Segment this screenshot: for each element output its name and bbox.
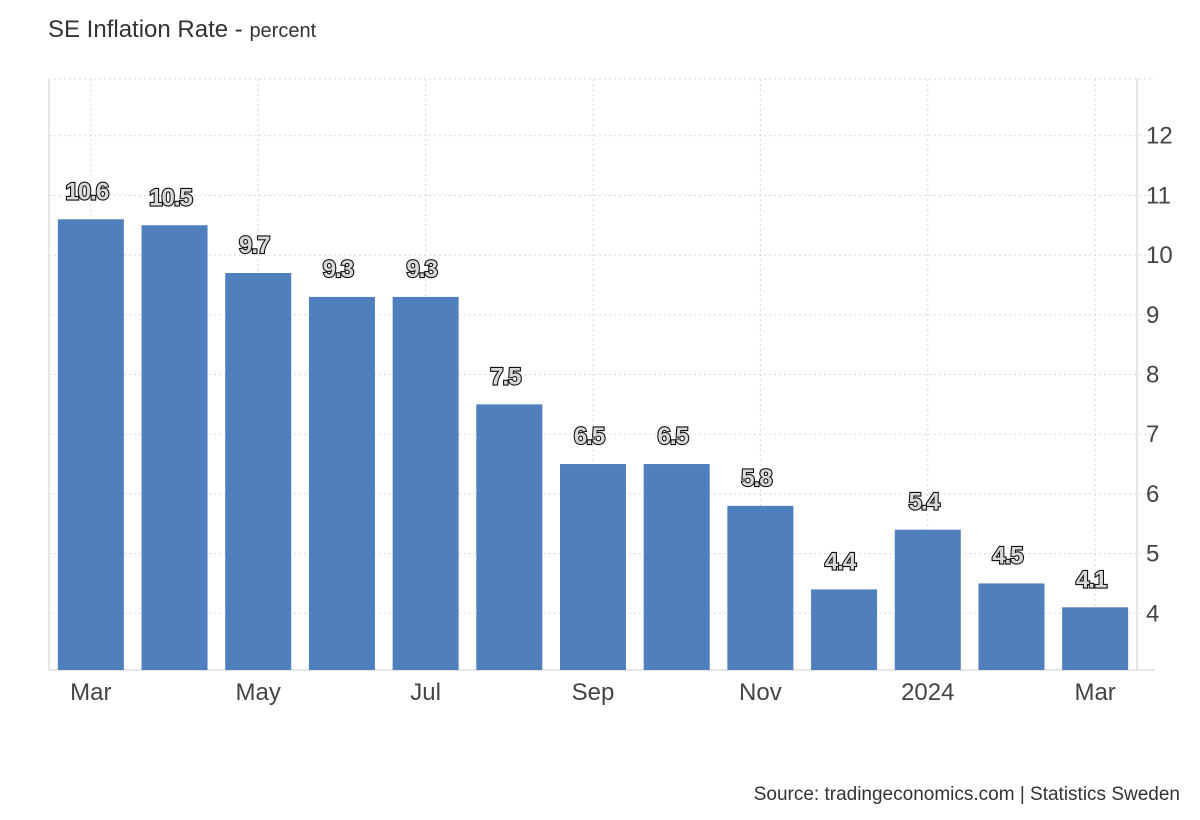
x-tick-label: 2024: [901, 679, 954, 706]
data-label: 10.5: [149, 184, 192, 211]
bar: [811, 589, 878, 670]
source-note: Source: tradingeconomics.com | Statistic…: [753, 784, 1180, 805]
bar: [643, 464, 710, 670]
y-tick-label: 11: [1146, 182, 1171, 209]
y-tick-label: 9: [1146, 302, 1159, 329]
y-tick-label: 12: [1146, 123, 1173, 150]
data-label: 7.5: [490, 363, 521, 390]
bar: [894, 529, 961, 670]
chart-title-text: SE Inflation Rate: [48, 16, 229, 43]
data-label: 10.6: [65, 178, 108, 205]
data-label: 9.3: [406, 256, 437, 283]
bar: [476, 404, 543, 670]
data-label: 4.4: [825, 548, 857, 575]
bar: [141, 225, 208, 670]
bar: [727, 505, 794, 670]
x-tick-label: Nov: [739, 679, 782, 706]
data-label: 9.7: [239, 232, 270, 259]
bar: [308, 296, 375, 670]
data-label: 6.5: [574, 423, 605, 450]
y-axis: 4 5 6 7 8 9 10 11 12: [1146, 123, 1173, 628]
x-tick-label: Mar: [70, 679, 111, 706]
x-axis: Mar May Jul Sep Nov 2024 Mar: [70, 679, 1116, 706]
data-label: 4.5: [992, 542, 1023, 569]
data-labels: 10.6 10.5 9.7 9.3 9.3 7.5 6.5 6.5 5.8 4.4 5.4 4.5 4.…: [64, 177, 1109, 594]
bar: [57, 219, 124, 670]
bar: [392, 296, 459, 670]
data-label: 4.1: [1076, 566, 1107, 593]
y-tick-label: 8: [1146, 362, 1159, 389]
bar: [560, 464, 626, 670]
x-tick-label: May: [236, 679, 281, 706]
data-label: 6.5: [658, 423, 689, 450]
x-tick-label: Sep: [572, 679, 615, 706]
chart-title: SE Inflation Rate - percent: [48, 16, 317, 43]
y-tick-label: 6: [1146, 481, 1159, 508]
data-label: 5.4: [909, 489, 941, 516]
bar: [978, 583, 1045, 670]
bar: [1062, 607, 1129, 670]
y-tick-label: 5: [1146, 541, 1159, 568]
bars: [57, 219, 1129, 670]
data-label: 9.3: [323, 256, 354, 283]
bar: [225, 273, 292, 670]
x-tick-label: Jul: [410, 679, 441, 706]
gridlines: [48, 78, 1155, 671]
y-tick-label: 4: [1146, 600, 1159, 627]
y-tick-label: 7: [1146, 421, 1159, 448]
y-tick-label: 10: [1146, 242, 1173, 269]
chart-unit: percent: [249, 20, 317, 42]
data-label: 5.8: [741, 465, 772, 492]
x-tick-label: Mar: [1074, 679, 1115, 706]
